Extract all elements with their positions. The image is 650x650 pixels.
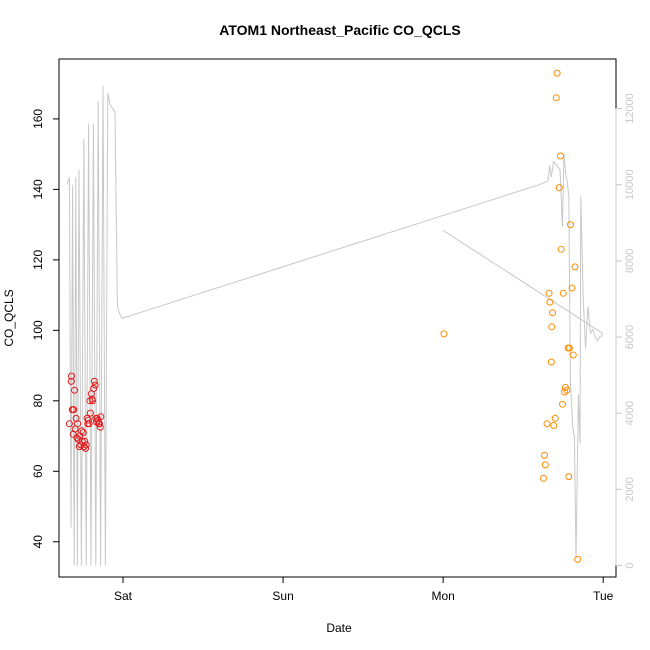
- data-point: [86, 397, 94, 405]
- data-point: [557, 152, 564, 160]
- y-tick-label: 120: [31, 250, 45, 270]
- data-point: [81, 437, 89, 445]
- data-point: [565, 344, 573, 352]
- data-point: [552, 94, 560, 102]
- data-point: [543, 420, 551, 428]
- data-point: [82, 444, 90, 452]
- y2-tick-label: 12000: [624, 93, 636, 124]
- data-point: [541, 451, 548, 459]
- data-point: [65, 420, 73, 428]
- data-point: [97, 413, 105, 421]
- data-point: [549, 309, 556, 317]
- x-tick-label: Sat: [114, 589, 133, 603]
- y2-tick-label: 8000: [624, 249, 636, 273]
- data-point: [96, 420, 103, 428]
- data-point: [557, 245, 565, 253]
- data-point: [545, 289, 553, 297]
- data-point: [90, 385, 98, 392]
- data-point: [555, 184, 563, 192]
- data-point: [85, 420, 93, 428]
- x-tick-label: Tue: [593, 589, 614, 603]
- y-tick-label: 140: [31, 179, 45, 199]
- data-point: [82, 441, 90, 449]
- data-point: [71, 386, 78, 394]
- y2-tick-label: 2000: [624, 477, 636, 501]
- data-point: [553, 69, 561, 77]
- x-axis-label: Date: [326, 621, 352, 635]
- altitude-line: [66, 85, 604, 566]
- data-point: [563, 386, 571, 394]
- altitude-layer: [66, 85, 604, 566]
- marks-layer: [65, 69, 582, 563]
- y-tick-label: 80: [31, 394, 45, 408]
- data-point: [540, 474, 547, 482]
- data-point: [559, 289, 567, 297]
- data-point: [74, 420, 82, 428]
- data-point: [86, 409, 94, 417]
- x-tick-label: Mon: [431, 589, 454, 603]
- y2-tick-label: 0: [624, 563, 636, 569]
- data-point: [569, 351, 577, 359]
- data-point: [571, 263, 579, 271]
- chart-title: ATOM1 Northeast_Pacific CO_QCLS: [219, 22, 460, 38]
- y-tick-label: 160: [31, 109, 45, 129]
- y-tick-label: 60: [31, 464, 45, 478]
- data-point: [541, 461, 549, 469]
- data-point: [559, 400, 566, 408]
- data-point: [574, 555, 582, 563]
- data-point: [70, 406, 78, 414]
- y2-tick-label: 4000: [624, 401, 636, 425]
- data-point: [84, 416, 92, 424]
- x-tick-label: Sun: [272, 589, 293, 603]
- data-point: [75, 443, 83, 451]
- y-tick-label: 40: [31, 535, 45, 549]
- axes-layer: 40 60 80 100 120 140 160 0 2000 4000 6000 8000 10000…: [31, 93, 636, 603]
- data-point: [67, 377, 75, 385]
- data-point: [68, 372, 75, 380]
- y2-tick-label: 10000: [624, 169, 636, 200]
- data-point: [568, 284, 576, 292]
- data-point: [548, 323, 556, 331]
- data-point: [440, 330, 448, 338]
- data-point: [90, 377, 98, 385]
- data-point: [550, 422, 558, 429]
- data-point: [546, 298, 554, 306]
- data-point: [96, 423, 104, 431]
- data-point: [551, 414, 559, 422]
- y2-tick-label: 6000: [624, 325, 636, 349]
- data-point: [89, 397, 97, 405]
- data-point: [91, 381, 99, 389]
- y-tick-label: 100: [31, 320, 45, 340]
- data-point: [567, 221, 574, 229]
- data-point: [80, 443, 88, 451]
- data-point: [547, 358, 555, 366]
- y-axis-label: CO_QCLS: [2, 289, 16, 346]
- data-point: [78, 427, 86, 435]
- data-point: [79, 429, 87, 436]
- data-point: [565, 473, 573, 481]
